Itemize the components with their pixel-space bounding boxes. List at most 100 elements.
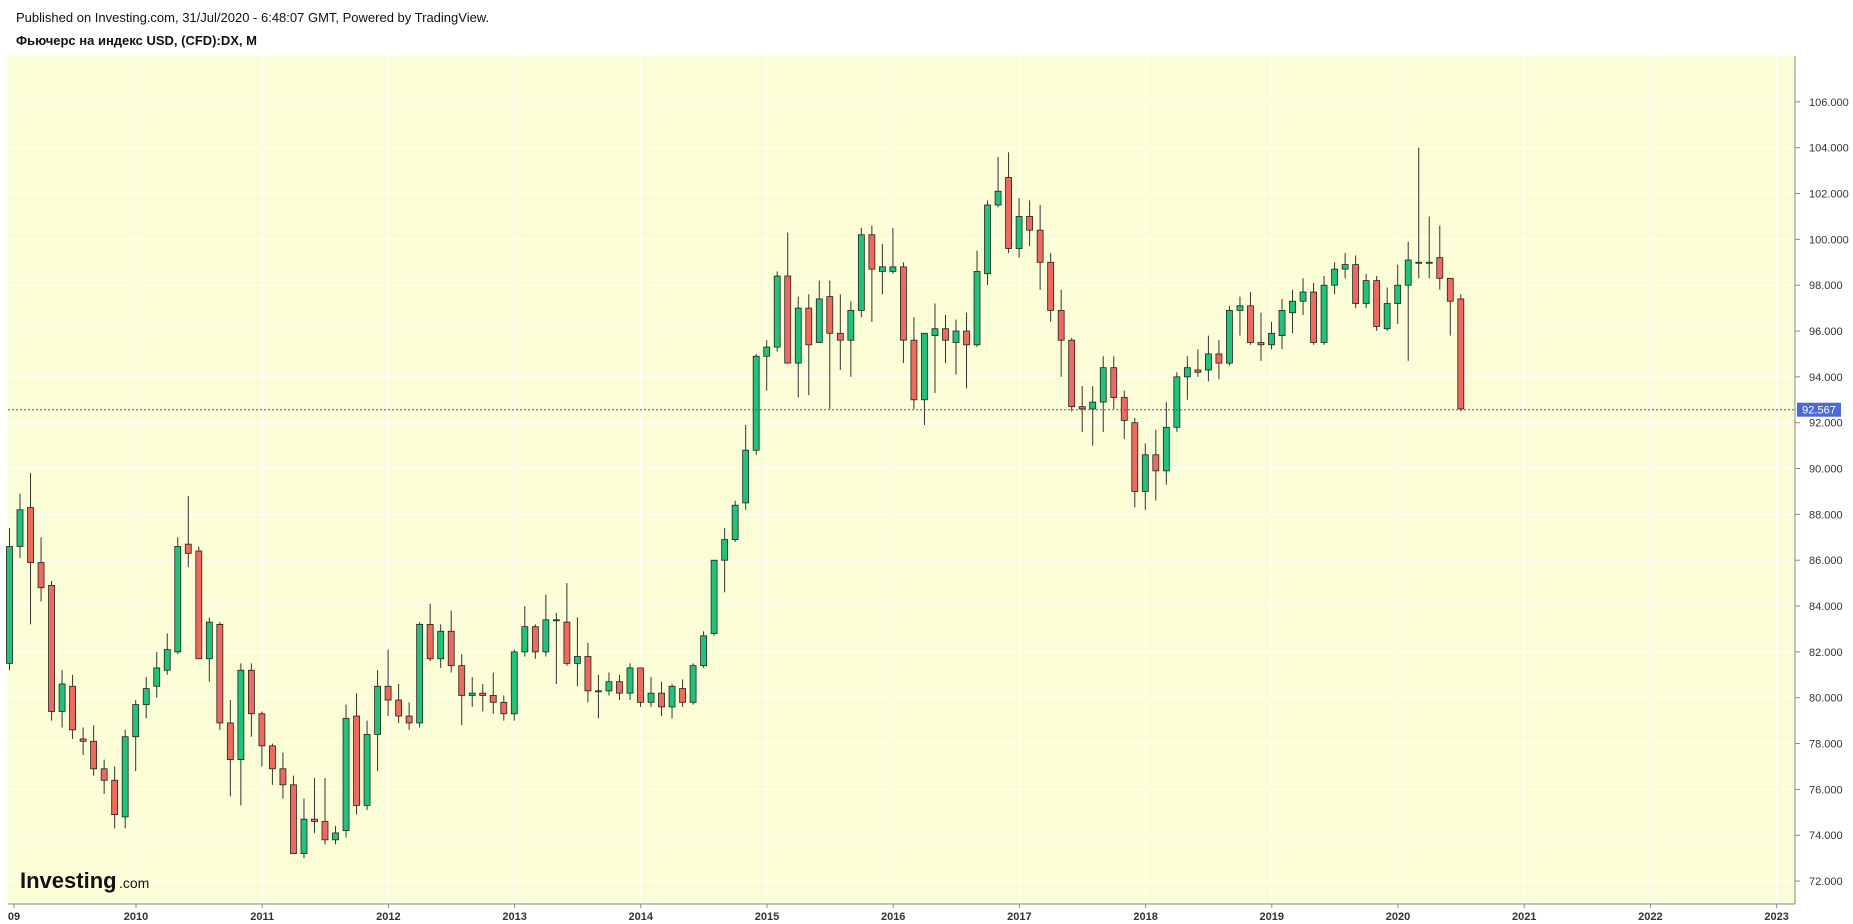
candle (1162, 402, 1170, 485)
candle-body (552, 619, 560, 622)
candle-body (815, 298, 823, 343)
x-tick-label: 2023 (1764, 911, 1788, 923)
candle-body (836, 332, 844, 341)
x-tick-label: 2012 (376, 911, 400, 923)
candle (1226, 305, 1233, 366)
candle-body (668, 685, 676, 708)
candle (342, 704, 350, 838)
y-tick-label: 90.000 (1809, 464, 1843, 476)
candle-body (1457, 298, 1465, 410)
candle-body (1352, 264, 1360, 304)
chart-title: Фьючерс на индекс USD, (CFD):DX, M (16, 33, 257, 48)
candle (994, 156, 1002, 208)
candle-body (1120, 397, 1128, 421)
candle-body (1383, 303, 1391, 330)
last-price-tag (1797, 402, 1841, 417)
candle-body (1362, 280, 1370, 304)
investing-logo: Investing .com (20, 868, 149, 893)
logo-brand: Investing (20, 868, 117, 893)
y-tick-label: 78.000 (1809, 739, 1843, 751)
candle (805, 294, 813, 396)
candle (1341, 253, 1349, 279)
candle-body (595, 690, 602, 693)
candle-body (1078, 406, 1086, 410)
candle-body (637, 667, 644, 703)
candle (1257, 312, 1265, 361)
candle (815, 280, 823, 343)
candle-body (437, 630, 445, 660)
candle-body (58, 683, 66, 712)
candle (384, 649, 392, 717)
candle (826, 280, 834, 409)
candle (363, 720, 371, 811)
candle (595, 674, 602, 719)
candle-body (468, 692, 476, 696)
candle (237, 663, 245, 806)
candle (889, 227, 897, 274)
candle-body (584, 656, 592, 692)
candle (868, 225, 876, 322)
candle (16, 493, 24, 558)
candle (1310, 282, 1317, 345)
candle-body (1299, 291, 1307, 302)
candle (121, 729, 129, 829)
x-tick-label: 2019 (1260, 911, 1284, 923)
grid-lines (8, 56, 1795, 904)
candle-body (69, 685, 76, 731)
candle (6, 528, 13, 671)
candle-body (321, 821, 329, 841)
candle (395, 683, 403, 723)
candle-body (1289, 300, 1296, 314)
y-tick-label: 98.000 (1809, 280, 1843, 292)
candle (226, 700, 234, 797)
candle-body (111, 779, 119, 816)
candle-body (994, 190, 1002, 206)
candle-body (1236, 305, 1244, 311)
candle-body (121, 736, 129, 818)
candle (742, 424, 750, 510)
candle (1352, 255, 1360, 309)
candle-body (721, 539, 729, 561)
candle-body (16, 509, 24, 547)
candle (721, 528, 729, 593)
candle-body (1141, 454, 1149, 492)
candle (69, 674, 76, 739)
candle-body (6, 546, 13, 664)
candle (647, 677, 655, 707)
candle (679, 679, 686, 707)
candle-body (616, 681, 623, 694)
x-tick-label: 2018 (1133, 911, 1157, 923)
candle (1373, 276, 1381, 332)
candle (1141, 443, 1149, 510)
candle (447, 610, 455, 673)
candle-body (784, 275, 792, 364)
candle-body (647, 692, 655, 703)
candle (658, 681, 665, 717)
candle-body (1036, 229, 1044, 263)
candle (1110, 356, 1118, 409)
candle (437, 624, 445, 668)
candle-body (142, 688, 150, 706)
candle (574, 617, 581, 687)
candle (1057, 289, 1065, 377)
candle (563, 583, 571, 666)
candle (784, 232, 792, 364)
candle (353, 693, 360, 815)
candle-body (174, 546, 182, 653)
candle-body (1089, 401, 1097, 410)
candle-body (479, 692, 487, 696)
candle-body (374, 685, 381, 735)
candle-body (353, 715, 360, 806)
candle (984, 200, 991, 286)
candle-body (1404, 259, 1412, 286)
candle-body (1162, 426, 1170, 472)
y-tick-label: 84.000 (1809, 601, 1843, 613)
candle-body (1320, 284, 1328, 343)
candle (605, 672, 613, 696)
candle-body (48, 585, 55, 712)
candle (1289, 289, 1296, 334)
candle (79, 727, 87, 756)
y-tick-label: 104.000 (1809, 143, 1849, 155)
candle (847, 301, 855, 377)
